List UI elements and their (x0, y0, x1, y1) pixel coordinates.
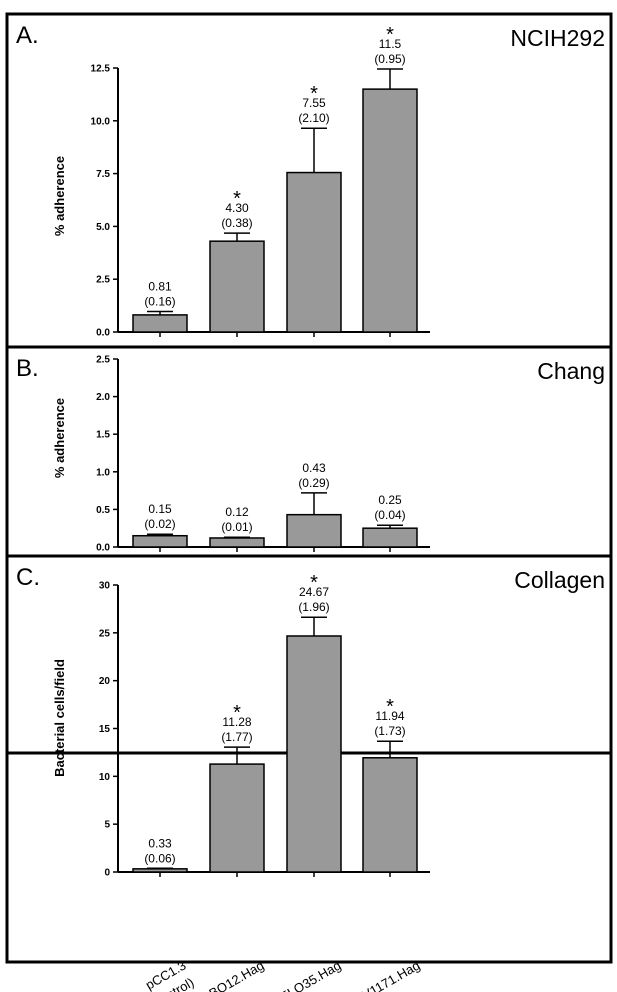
panel-a-value-label-pelo35-hag: 7.55 (302, 96, 326, 110)
panel-c-y-axis-label: Bacterial cells/field (52, 659, 67, 777)
panel-b-letter: B. (16, 355, 39, 382)
panel-b-y-tick-label: 0.0 (96, 543, 110, 554)
panel-c-y-tick-label: 5 (104, 820, 110, 831)
panel-a-bar-psv1171-hag (362, 88, 418, 333)
panel-b-y-tick-label: 1.0 (96, 467, 110, 478)
panel-c-y-tick-label: 20 (99, 676, 111, 687)
panel-a-bar-pelo35-hag (286, 171, 342, 333)
panel-a-bar-pbbo12-hag (209, 240, 265, 333)
panel-c-value-label-pelo35-hag: 24.67 (299, 585, 329, 599)
panel-a-y-tick-label: 0.0 (96, 328, 110, 339)
panel-a-significance-star-pbbo12-hag: * (233, 188, 241, 210)
panel-a-significance-star-pelo35-hag: * (310, 83, 318, 105)
panel-a-y-tick-label: 2.5 (96, 275, 110, 286)
panel-a-significance-star-psv1171-hag: * (386, 24, 394, 46)
panel-c-bar-psv1171-hag (362, 757, 418, 873)
panel-a-error-label-pelo35-hag: (2.10) (298, 111, 329, 125)
panel-b-bar-pelo35-hag (286, 513, 342, 548)
panel-c-significance-star-pbbo12-hag: * (233, 702, 241, 724)
panel-a-error-label-pbbo12-hag: (0.38) (221, 216, 252, 230)
panel-b-y-axis-label: % adherence (52, 398, 67, 478)
panel-c-y-tick-label: 10 (99, 772, 111, 783)
panel-b-value-label-pcc1-3: 0.15 (148, 502, 172, 516)
panel-c: C. Collagen 0 5 10 15 20 25 30 Bacterial cells/fi… (5, 554, 613, 964)
panel-b-error-label-pbbo12-hag: (0.01) (221, 520, 252, 534)
panel-b-value-label-psv1171-hag: 0.25 (378, 493, 402, 507)
panel-b-error-label-pcc1-3: (0.02) (144, 517, 175, 531)
panel-b-y-tick-label: 2.0 (96, 392, 110, 403)
panels: A. NCIH292 0.0 2.5 5.0 7.5 10.0 12.5 % adherence… (5, 12, 613, 964)
panel-b-bar-psv1171-hag (362, 527, 418, 548)
panel-c-y-tick-label: 30 (99, 581, 111, 592)
panel-b-y-tick-label: 1.5 (96, 430, 110, 441)
panel-a: A. NCIH292 0.0 2.5 5.0 7.5 10.0 12.5 % adherence… (5, 12, 613, 349)
panel-a-y-tick-label: 12.5 (91, 64, 111, 75)
panel-b-title: Chang (537, 358, 605, 384)
panel-c-bar-pelo35-hag (286, 635, 342, 873)
panel-c-value-label-pcc1-3: 0.33 (148, 836, 172, 850)
panel-c-y-tick-label: 15 (99, 724, 111, 735)
panel-c-error-label-pbbo12-hag: (1.77) (221, 730, 252, 744)
panel-c-bar-pbbo12-hag (209, 763, 265, 873)
panel-c-y-tick-label: 25 (99, 628, 111, 639)
panel-c-frame (5, 554, 613, 964)
panel-a-value-label-pcc1-3: 0.81 (148, 280, 172, 294)
panel-c-title: Collagen (514, 567, 605, 593)
panel-b-y-tick-label: 0.5 (96, 505, 110, 516)
panel-c-significance-star-psv1171-hag: * (386, 696, 394, 718)
panel-c-error-label-psv1171-hag: (1.73) (374, 724, 405, 738)
panel-b: B. Chang 0.0 0.5 1.0 1.5 2.0 2.5 % adherence (0.0… (5, 345, 613, 755)
panel-a-y-axis-label: % adherence (52, 156, 67, 236)
panel-a-title: NCIH292 (510, 25, 605, 51)
panel-a-bar-pcc1-3 (132, 314, 188, 333)
panel-b-error-label-psv1171-hag: (0.04) (374, 508, 405, 522)
panel-a-value-label-psv1171-hag: 11.5 (379, 37, 402, 51)
panel-c-error-label-pcc1-3: (0.06) (144, 851, 175, 865)
panel-a-letter: A. (16, 22, 39, 49)
panel-b-value-label-pelo35-hag: 0.43 (302, 461, 326, 475)
panel-c-significance-star-pelo35-hag: * (310, 572, 318, 594)
panel-c-letter: C. (16, 564, 40, 591)
panel-a-y-tick-label: 7.5 (96, 169, 110, 180)
panel-c-value-label-psv1171-hag: 11.94 (375, 709, 404, 723)
panel-a-y-tick-label: 10.0 (91, 116, 111, 127)
panel-b-bar-pbbo12-hag (209, 537, 265, 548)
panel-a-error-label-pcc1-3: (0.16) (144, 295, 175, 309)
panel-b-bar-pcc1-3 (132, 534, 188, 548)
panel-c-bar-pcc1-3 (132, 868, 188, 873)
panel-b-error-label-pelo35-hag: (0.29) (298, 476, 329, 490)
panel-a-value-label-pbbo12-hag: 4.30 (225, 201, 249, 215)
panel-a-error-label-psv1171-hag: (0.95) (374, 52, 405, 66)
panel-c-value-label-pbbo12-hag: 11.28 (222, 715, 251, 729)
panel-c-y-tick-label: 0 (104, 868, 110, 879)
panel-a-y-tick-label: 5.0 (96, 222, 110, 233)
panel-b-value-label-pbbo12-hag: 0.12 (225, 505, 249, 519)
panel-c-error-label-pelo35-hag: (1.96) (298, 600, 329, 614)
panel-b-y-tick-label: 2.5 (96, 355, 110, 366)
